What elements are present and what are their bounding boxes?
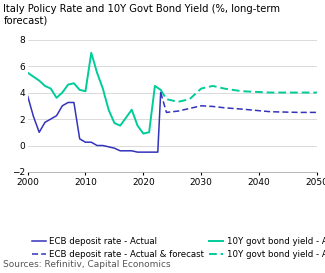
Legend: ECB deposit rate - Actual, ECB deposit rate - Actual & forecast, 10Y govt bond y: ECB deposit rate - Actual, ECB deposit r… [32, 237, 325, 259]
Text: Italy Policy Rate and 10Y Govt Bond Yield (%, long-term forecast): Italy Policy Rate and 10Y Govt Bond Yiel… [3, 4, 280, 26]
Text: Sources: Refinitiv, Capital Economics: Sources: Refinitiv, Capital Economics [3, 260, 171, 269]
